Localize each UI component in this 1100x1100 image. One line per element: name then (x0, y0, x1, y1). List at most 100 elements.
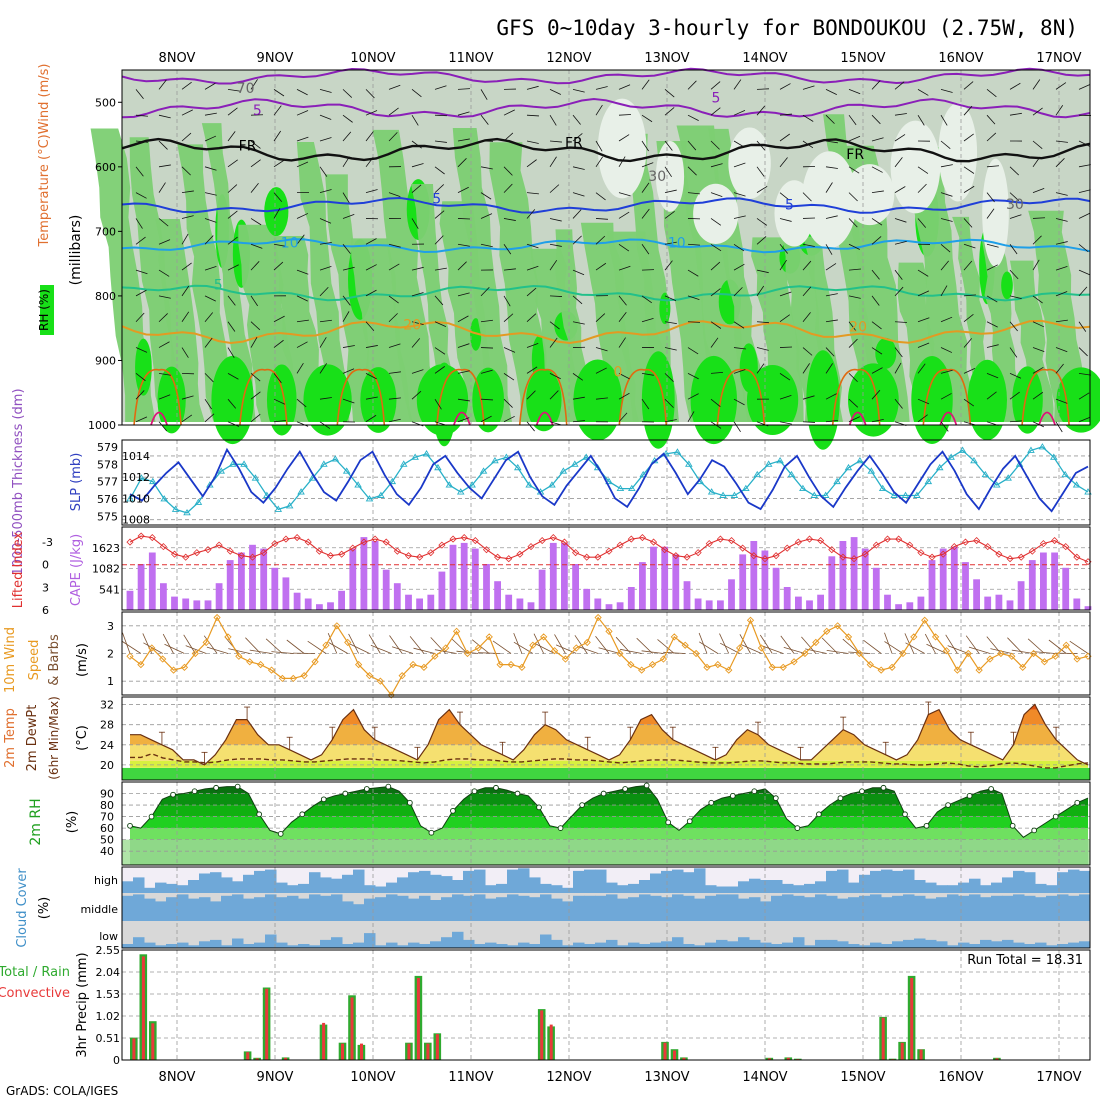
wind-barb (457, 243, 470, 247)
cloud-bar-high (342, 874, 354, 893)
wind-barb (825, 347, 835, 357)
wind-barb (756, 166, 765, 177)
wind-barb (733, 79, 742, 90)
cloud-bar-low (936, 941, 948, 949)
thickness-marker (354, 481, 362, 488)
cloud-bar-middle (166, 897, 178, 921)
cape-bar (393, 583, 401, 610)
wind-barb (319, 337, 327, 348)
isoline-30C (535, 411, 554, 426)
lifted-index-marker (237, 552, 245, 560)
wind-barb (687, 321, 701, 323)
wind-speed-marker (561, 655, 570, 663)
cloud-bar-low (287, 945, 299, 948)
wind-barb (181, 215, 194, 219)
surface-wind-barb (821, 637, 838, 654)
wind-speed-marker (910, 633, 918, 641)
surface-wind-barb (434, 649, 457, 654)
cloud-bar-high (397, 877, 409, 893)
axis-label-temp-a: 2m Temp (3, 708, 18, 768)
wind-barb (296, 234, 305, 245)
cloud-bar-low (1035, 942, 1047, 948)
cloud-bar-middle (716, 894, 728, 921)
wind-barb (457, 417, 470, 423)
cloud-bar-middle (771, 895, 783, 921)
rh-marker (1074, 799, 1081, 806)
cape-bar (683, 581, 691, 610)
wind-speed-marker (855, 649, 864, 658)
isoline-30C (453, 411, 471, 426)
thickness-marker (445, 481, 454, 488)
wind-barb (618, 392, 630, 400)
cloud-bar-middle (958, 895, 970, 921)
y-tick-label-temp: 28 (100, 719, 114, 732)
rh-band-saturated (416, 364, 469, 436)
wind-barb (227, 321, 236, 332)
rh-marker (342, 790, 349, 797)
cloud-bar-low (155, 945, 167, 948)
wind-barb (986, 89, 997, 98)
cloud-bar-middle (881, 897, 893, 921)
rh-band-moist (296, 142, 350, 425)
isoline-0C (121, 137, 1091, 163)
rh-band-dry (693, 183, 739, 244)
surface-wind-barb (741, 644, 762, 654)
cape-bar (850, 537, 858, 610)
wind-barb (181, 414, 193, 423)
wind-barb (733, 140, 745, 148)
wind-barb (871, 137, 884, 142)
surface-wind-barb (413, 647, 435, 654)
wind-barb (227, 184, 238, 193)
thickness-marker (388, 477, 397, 485)
y-tick-label-slp: 1012 (122, 471, 150, 484)
cloud-bar-high (463, 870, 475, 893)
cloud-bar-middle (738, 898, 750, 921)
lifted-index-marker (783, 544, 791, 552)
date-label-top: 13NOV (644, 51, 689, 66)
wind-barb (756, 105, 766, 116)
cloud-bar-low (573, 942, 585, 948)
axis-label-lifted: Lifted Index (11, 531, 26, 608)
rh-marker (643, 782, 650, 789)
wind-speed-marker (463, 649, 472, 658)
lifted-index-marker (817, 537, 825, 545)
y-tick-label-thickness: 575 (97, 510, 118, 523)
wind-barb (986, 114, 996, 125)
wind-barb (710, 398, 721, 408)
cloud-bar-high (738, 881, 750, 893)
wind-barb (181, 81, 192, 90)
cloud-bar-high (771, 880, 783, 893)
wind-barb (227, 264, 239, 271)
wind-barb (158, 140, 168, 150)
lifted-index-marker (727, 537, 736, 545)
cloud-bar-middle (188, 898, 200, 921)
wind-barb (871, 418, 884, 423)
lifted-index-marker (371, 535, 379, 543)
cloud-bar-high (430, 874, 442, 893)
cloud-bar-high (265, 869, 277, 893)
precip-bar-convective (663, 1042, 667, 1060)
y-tick-label-pressure: 1000 (88, 419, 116, 432)
lifted-index-marker (616, 541, 624, 549)
wind-barb (549, 243, 562, 247)
cloud-bar-high (760, 880, 772, 893)
wind-barb (825, 166, 838, 169)
wind-barb (710, 288, 721, 297)
wind-barb (1078, 286, 1088, 297)
wind-barb (664, 241, 677, 245)
rh-band (130, 805, 1088, 817)
rh-marker (170, 791, 176, 798)
wind-barb (1055, 319, 1068, 323)
wind-barb (1032, 156, 1041, 168)
cloud-bar-high (386, 882, 398, 893)
wind-barb (365, 238, 377, 245)
surface-wind-barb (945, 634, 958, 654)
contour-label: 0 (614, 365, 623, 381)
cloud-bar-low (386, 942, 398, 948)
cape-bar (316, 604, 323, 610)
wind-barb (1055, 192, 1068, 196)
thickness-marker (1061, 470, 1069, 478)
wind-barb (756, 285, 765, 297)
wind-barb (733, 162, 746, 168)
